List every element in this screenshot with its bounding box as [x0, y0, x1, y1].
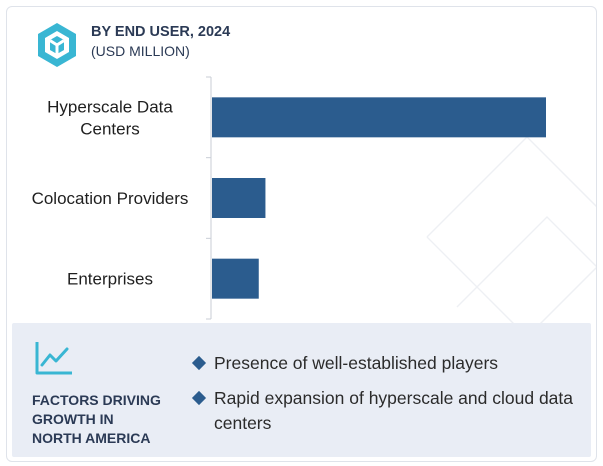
factor-text: Presence of well-established players — [214, 353, 499, 373]
bar-chart: Hyperscale Data Centers Colocation Provide… — [32, 76, 546, 320]
chart-subtitle: (USD MILLION) — [91, 43, 190, 59]
chart-title: BY END USER, 2024 — [91, 24, 231, 40]
diamond-bullet-icon — [191, 355, 207, 371]
factors-title-line: NORTH AMERICA — [32, 430, 151, 446]
diamond-bullet-icon — [191, 390, 207, 406]
factors-list: Presence of well-established players Rap… — [191, 351, 587, 436]
category-label-line: Centers — [80, 119, 140, 138]
category-label: Enterprises — [67, 270, 153, 289]
factors-panel: FACTORS DRIVING GROWTH IN NORTH AMERICA … — [12, 323, 591, 457]
trend-line-icon — [35, 342, 72, 375]
axis-ticks — [206, 76, 211, 320]
chart-card: BY END USER, 2024 (USD MILLION) Hypersca… — [6, 6, 597, 462]
category-label-line: Hyperscale Data — [47, 97, 173, 116]
category-label-line: Enterprises — [67, 270, 153, 289]
factor-item: Rapid expansion of hyperscale and cloud … — [191, 386, 587, 436]
factors-title-line: GROWTH IN — [32, 411, 114, 427]
factors-title-line: FACTORS DRIVING — [32, 392, 161, 408]
category-label-line: Colocation Providers — [32, 189, 189, 208]
category-label: Colocation Providers — [32, 189, 189, 208]
bar — [212, 97, 546, 138]
factor-text: Rapid expansion of hyperscale and cloud … — [214, 388, 573, 433]
bars — [212, 97, 546, 299]
cube-icon — [38, 23, 76, 67]
category-labels: Hyperscale Data Centers Colocation Provide… — [32, 97, 189, 288]
bar — [212, 258, 259, 299]
factors-title: FACTORS DRIVING GROWTH IN NORTH AMERICA — [32, 391, 182, 448]
category-label: Hyperscale Data Centers — [47, 97, 173, 138]
factor-item: Presence of well-established players — [191, 351, 587, 376]
bar — [212, 178, 266, 218]
